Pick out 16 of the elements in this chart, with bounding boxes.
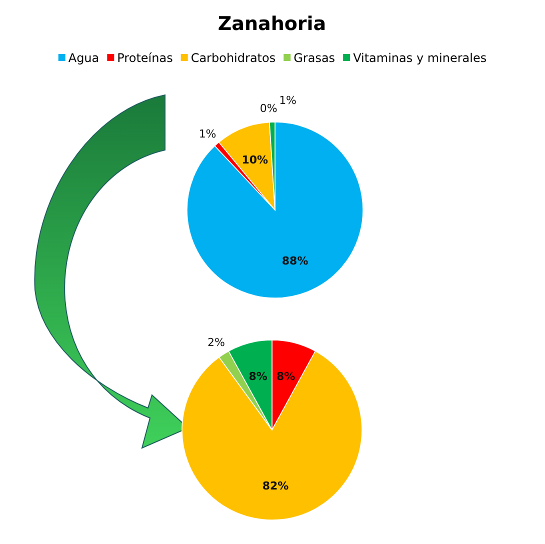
data-label: 2% bbox=[208, 336, 225, 350]
legend-label: Proteínas bbox=[117, 51, 173, 65]
data-label: 1% bbox=[279, 94, 297, 108]
legend-label: Vitaminas y minerales bbox=[353, 51, 487, 65]
chart-title: Zanahoria bbox=[218, 13, 326, 35]
text: 0% bbox=[260, 102, 278, 116]
legend-label: Agua bbox=[68, 51, 100, 65]
legend-label: Grasas bbox=[294, 51, 336, 65]
data-label: 88% bbox=[282, 254, 308, 268]
data-label: 8% bbox=[276, 370, 296, 383]
data-label: 1% bbox=[198, 127, 216, 140]
data-label: 82% bbox=[262, 480, 289, 493]
data-label: 8% bbox=[248, 370, 268, 383]
legend-label: Carbohidratos bbox=[190, 51, 276, 65]
pie-slice bbox=[186, 122, 364, 298]
data-label: 10% bbox=[242, 153, 268, 166]
